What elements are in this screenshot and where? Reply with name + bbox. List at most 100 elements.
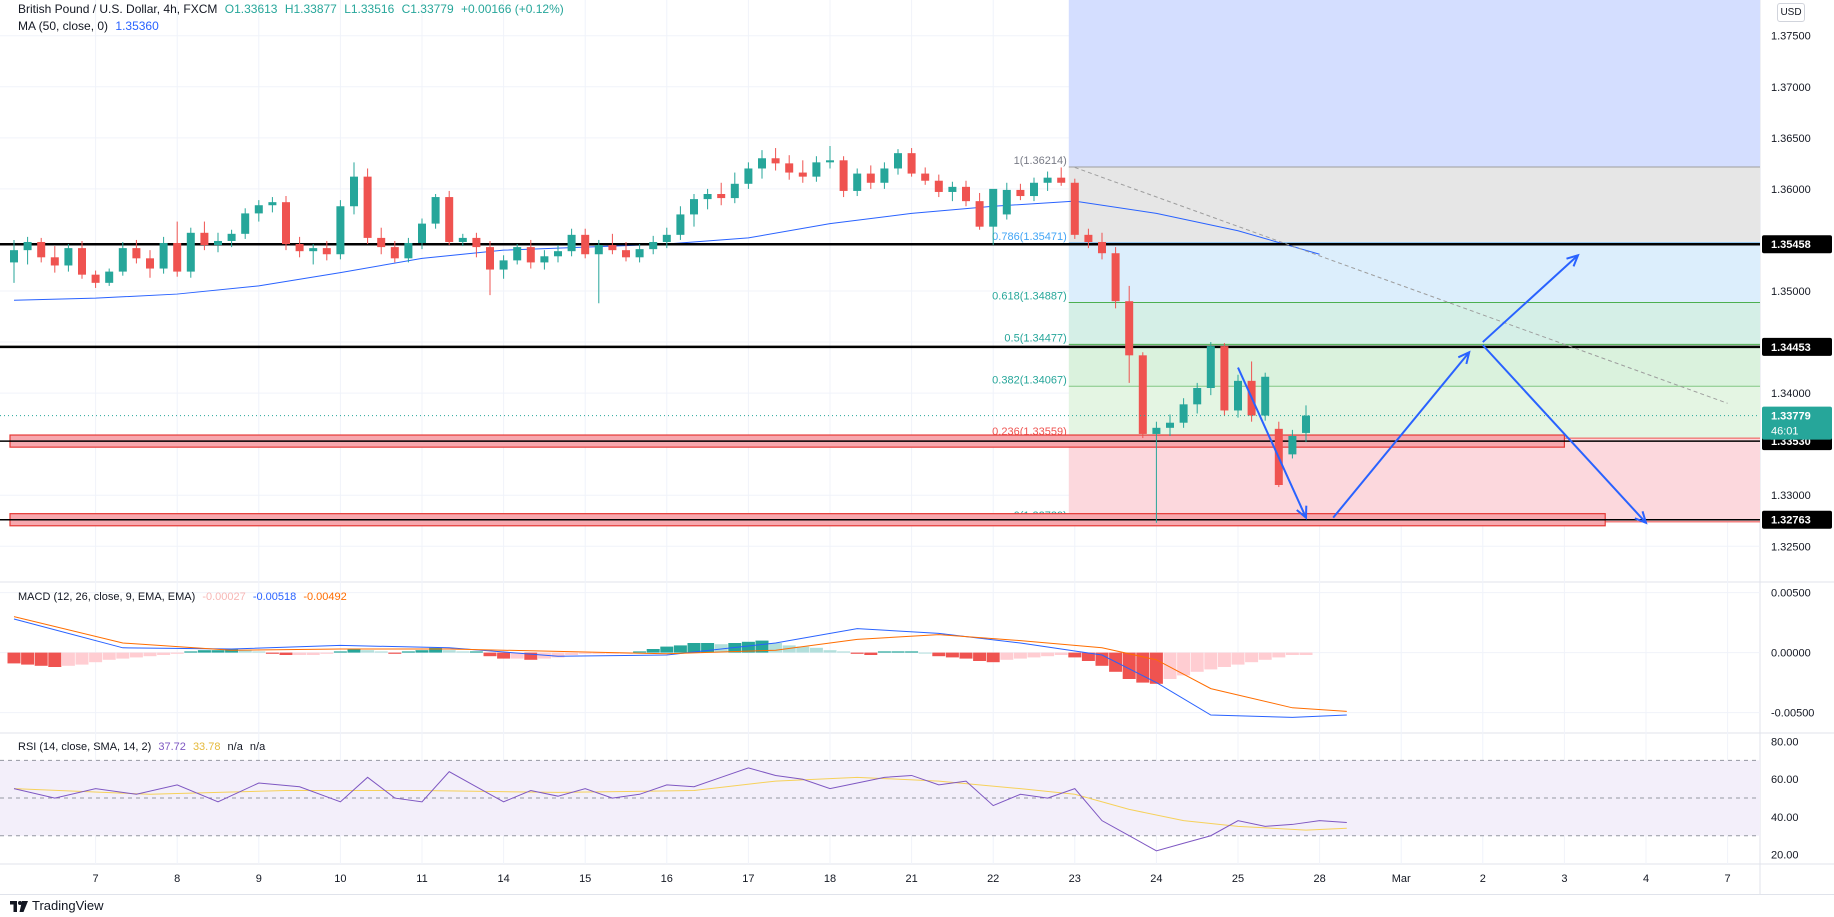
rsi-legend[interactable]: RSI (14, close, SMA, 14, 2) 37.72 33.78 …: [18, 741, 269, 753]
candle-body: [118, 248, 127, 272]
macd-histogram-bar: [34, 652, 48, 666]
macd-histogram-bar: [483, 652, 497, 657]
candle-body: [132, 248, 141, 259]
candle-body: [227, 233, 236, 241]
ma-legend[interactable]: MA (50, close, 0) 1.35360: [18, 19, 163, 33]
candle-body: [50, 257, 59, 266]
macd-histogram-bar: [1054, 652, 1068, 655]
projection-arrow-head: [1457, 350, 1471, 365]
footer-brand[interactable]: TradingView: [32, 898, 104, 913]
macd-histogram-bar: [61, 652, 75, 666]
macd-histogram-bar: [510, 652, 524, 659]
candle-body: [989, 188, 998, 227]
time-axis-label: 7: [1725, 873, 1731, 885]
candle-body: [404, 243, 413, 259]
macd-histogram-bar: [129, 652, 143, 658]
macd-histogram-bar: [225, 649, 239, 653]
candle-body: [581, 234, 590, 255]
currency-button[interactable]: USD: [1777, 3, 1805, 22]
macd-histogram-bar: [1285, 652, 1299, 655]
fib-zone: [1068, 386, 1760, 439]
candle-body: [499, 260, 508, 270]
candle-body: [812, 162, 821, 177]
candle-body: [798, 172, 807, 177]
macd-histogram-bar: [877, 651, 891, 653]
macd-histogram-bar: [660, 646, 674, 653]
macd-histogram-bar: [21, 652, 35, 665]
macd-histogram-bar: [265, 652, 279, 654]
candle-body: [526, 247, 535, 263]
macd-histogram-bar: [184, 651, 198, 653]
time-axis-label: 11: [416, 873, 427, 885]
candle-body: [23, 241, 32, 251]
candle-body: [975, 201, 984, 227]
macd-histogram-bar: [837, 651, 851, 653]
price-axis-label: 1.35000: [1771, 286, 1811, 298]
macd-histogram-bar: [1272, 652, 1286, 658]
time-axis-label: 14: [497, 873, 509, 885]
candle-body: [418, 223, 426, 244]
candle-body: [363, 176, 372, 238]
candle-body: [744, 168, 753, 184]
time-axis-label: 22: [987, 873, 999, 885]
candle-body: [662, 234, 671, 242]
candle-body: [241, 213, 250, 234]
macd-histogram-bar: [48, 652, 62, 667]
macd-histogram-bar: [75, 652, 89, 665]
candle-body: [445, 197, 454, 242]
price-axis-label: 1.32500: [1771, 541, 1811, 553]
candle-body: [377, 237, 386, 248]
time-axis-label: 23: [1069, 873, 1081, 885]
fib-level-label: 0.786(1.35471): [992, 231, 1067, 243]
time-axis-label: 4: [1643, 873, 1649, 885]
macd-line: [13, 618, 1347, 718]
macd-histogram-bar: [823, 650, 837, 653]
candle-body: [1084, 234, 1093, 242]
macd-legend[interactable]: MACD (12, 26, close, 9, EMA, EMA) -0.000…: [18, 591, 351, 603]
candle-body: [676, 214, 685, 235]
macd-histogram-bar: [143, 652, 157, 657]
candle-body: [1016, 189, 1025, 197]
macd-histogram-bar: [211, 650, 225, 653]
projection-arrow: [1332, 351, 1470, 519]
candle-body: [146, 258, 154, 269]
macd-histogram-bar: [1258, 652, 1272, 660]
candle-body: [37, 241, 46, 258]
candle-body: [554, 251, 562, 257]
price-axis-label: 1.33000: [1771, 490, 1811, 502]
macd-histogram-bar: [347, 649, 361, 653]
time-axis-label: Mar: [1392, 873, 1411, 885]
time-axis-label: 15: [579, 873, 591, 885]
fib-zone: [1068, 302, 1760, 345]
macd-histogram-bar: [796, 646, 810, 653]
tradingview-logo-icon[interactable]: [10, 901, 28, 912]
macd-histogram-bar: [1245, 652, 1259, 663]
candle-body: [1057, 177, 1066, 183]
candle-body: [458, 237, 467, 242]
macd-histogram-bar: [524, 652, 538, 660]
macd-signal-value: -0.00492: [303, 591, 347, 603]
candle-body: [91, 274, 100, 283]
candle-body: [594, 245, 603, 255]
candle-body: [1261, 376, 1270, 416]
time-axis-label: 24: [1150, 873, 1162, 885]
rsi-axis-label: 40.00: [1771, 812, 1799, 824]
ma-label: MA (50, close, 0): [18, 19, 109, 33]
macd-histogram-bar: [1299, 652, 1313, 655]
macd-histogram-bar: [687, 643, 701, 653]
macd-histogram-bar: [1204, 652, 1218, 670]
macd-histogram-bar: [918, 652, 932, 654]
candle-body: [1138, 355, 1147, 434]
macd-histogram-bar: [1095, 652, 1109, 666]
macd-histogram-bar: [1177, 652, 1191, 676]
fib-zone: [1068, 438, 1760, 522]
price-axis-label: 1.34000: [1771, 388, 1811, 400]
time-axis-label: 2: [1480, 873, 1486, 885]
candle-body: [336, 206, 345, 255]
price-tag-bg: [1762, 235, 1832, 254]
candle-body: [622, 250, 630, 258]
macd-histogram-bar: [578, 652, 592, 654]
macd-histogram-bar: [442, 650, 456, 653]
macd-title: MACD (12, 26, close, 9, EMA, EMA): [18, 591, 196, 603]
